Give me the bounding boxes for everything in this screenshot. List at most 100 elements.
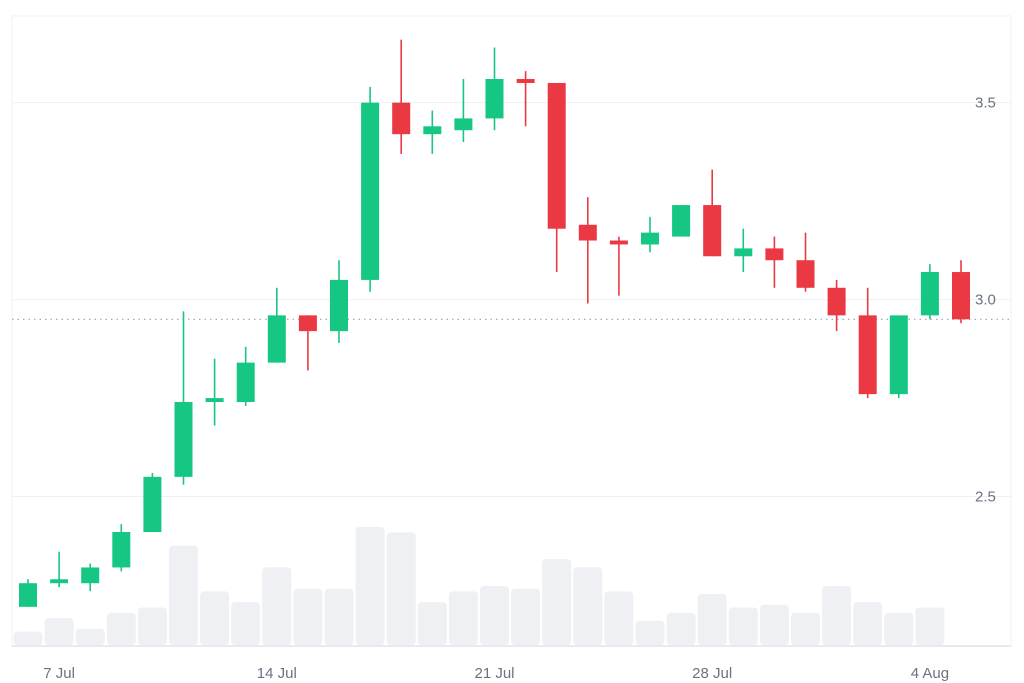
- candle-body: [578, 224, 597, 241]
- candle-body: [672, 205, 691, 237]
- candle-body: [858, 315, 877, 395]
- candle: [361, 86, 380, 292]
- volume-bar: [511, 588, 541, 645]
- candle: [920, 264, 939, 320]
- candle-body: [547, 82, 566, 229]
- candle: [330, 260, 348, 343]
- x-tick-label: 21 Jul: [474, 665, 514, 682]
- plot-frame: [11, 15, 1012, 647]
- candle: [205, 358, 224, 426]
- candle-body: [143, 476, 162, 533]
- y-tick-label: 3.0: [975, 292, 996, 309]
- candle-body: [827, 287, 846, 316]
- candle: [734, 228, 753, 273]
- candle-body: [703, 205, 722, 257]
- volume-bar: [542, 559, 572, 645]
- candle: [50, 551, 69, 588]
- x-tick-label: 28 Jul: [692, 665, 732, 682]
- volume-bar: [604, 591, 634, 645]
- x-tick-label: 14 Jul: [257, 665, 297, 682]
- volume-bar: [573, 567, 603, 645]
- candle: [516, 71, 535, 127]
- candle: [703, 169, 722, 257]
- volume-bar: [324, 588, 354, 645]
- volume-bar: [666, 612, 696, 645]
- candle-body: [330, 279, 348, 332]
- volume-bar: [44, 618, 74, 645]
- candle-body: [765, 248, 784, 261]
- volume-bar: [915, 607, 945, 645]
- candle: [889, 315, 908, 399]
- candle-body: [485, 79, 504, 119]
- y-tick-label: 3.5: [975, 95, 996, 112]
- candle: [298, 315, 317, 371]
- volume-bar: [759, 604, 789, 645]
- volume-bar: [262, 567, 292, 645]
- volume-bar: [231, 602, 261, 645]
- candle-body: [889, 315, 908, 395]
- candle: [796, 232, 815, 292]
- volume-bar: [417, 602, 447, 645]
- candle: [112, 524, 131, 572]
- volume-bar: [75, 628, 105, 645]
- volume-bar: [791, 612, 820, 645]
- candle-body: [516, 79, 535, 83]
- candle: [609, 236, 628, 296]
- candle: [547, 82, 566, 273]
- volume-bars: [13, 527, 945, 645]
- candle: [765, 236, 784, 288]
- volume-bar: [169, 545, 198, 645]
- candle-body: [454, 118, 473, 131]
- volume-bar: [386, 532, 416, 645]
- candle: [267, 287, 286, 363]
- volume-bar: [728, 607, 758, 645]
- volume-bar: [13, 631, 43, 645]
- candle-body: [641, 232, 659, 245]
- candle-body: [423, 126, 442, 135]
- candle: [485, 47, 504, 131]
- volume-bar: [355, 527, 385, 645]
- candle: [143, 472, 162, 533]
- volume-bar: [697, 594, 727, 645]
- x-axis-labels: 7 Jul 14 Jul 21 Jul 28 Jul 4 Aug: [43, 665, 949, 682]
- y-tick-label: 2.5: [975, 489, 996, 506]
- candle-body: [796, 260, 815, 288]
- candle-body: [361, 102, 380, 280]
- candle: [423, 110, 442, 154]
- candle-body: [609, 240, 628, 245]
- volume-bar: [200, 591, 230, 645]
- candle: [81, 563, 100, 592]
- candle: [641, 216, 659, 253]
- volume-bar: [106, 612, 136, 645]
- volume-bar: [480, 586, 509, 645]
- volume-bar: [137, 607, 167, 645]
- candles: [19, 39, 970, 607]
- candle: [236, 346, 255, 406]
- candle: [392, 39, 411, 154]
- volume-bar: [448, 591, 478, 645]
- volume-bar: [635, 620, 665, 645]
- candle-body: [952, 272, 970, 320]
- candle: [672, 205, 691, 237]
- candle-body: [392, 102, 411, 135]
- candle: [578, 197, 597, 304]
- y-axis-labels: 2.5 3.0 3.5: [975, 95, 996, 506]
- candle-body: [81, 567, 100, 584]
- candle-body: [112, 532, 131, 568]
- candle-body: [19, 583, 37, 607]
- candle: [827, 279, 846, 332]
- volume-bar: [293, 588, 323, 645]
- candle: [454, 79, 473, 143]
- x-tick-label: 7 Jul: [43, 665, 75, 682]
- candle-body: [205, 398, 224, 403]
- candle-body: [920, 272, 939, 316]
- candle: [174, 311, 193, 485]
- candle: [952, 260, 970, 324]
- volume-bar: [822, 586, 852, 645]
- candle-body: [174, 402, 193, 477]
- candle-body: [734, 248, 753, 257]
- candle-body: [298, 315, 317, 332]
- x-tick-label: 4 Aug: [911, 665, 949, 682]
- candle-body: [50, 579, 69, 584]
